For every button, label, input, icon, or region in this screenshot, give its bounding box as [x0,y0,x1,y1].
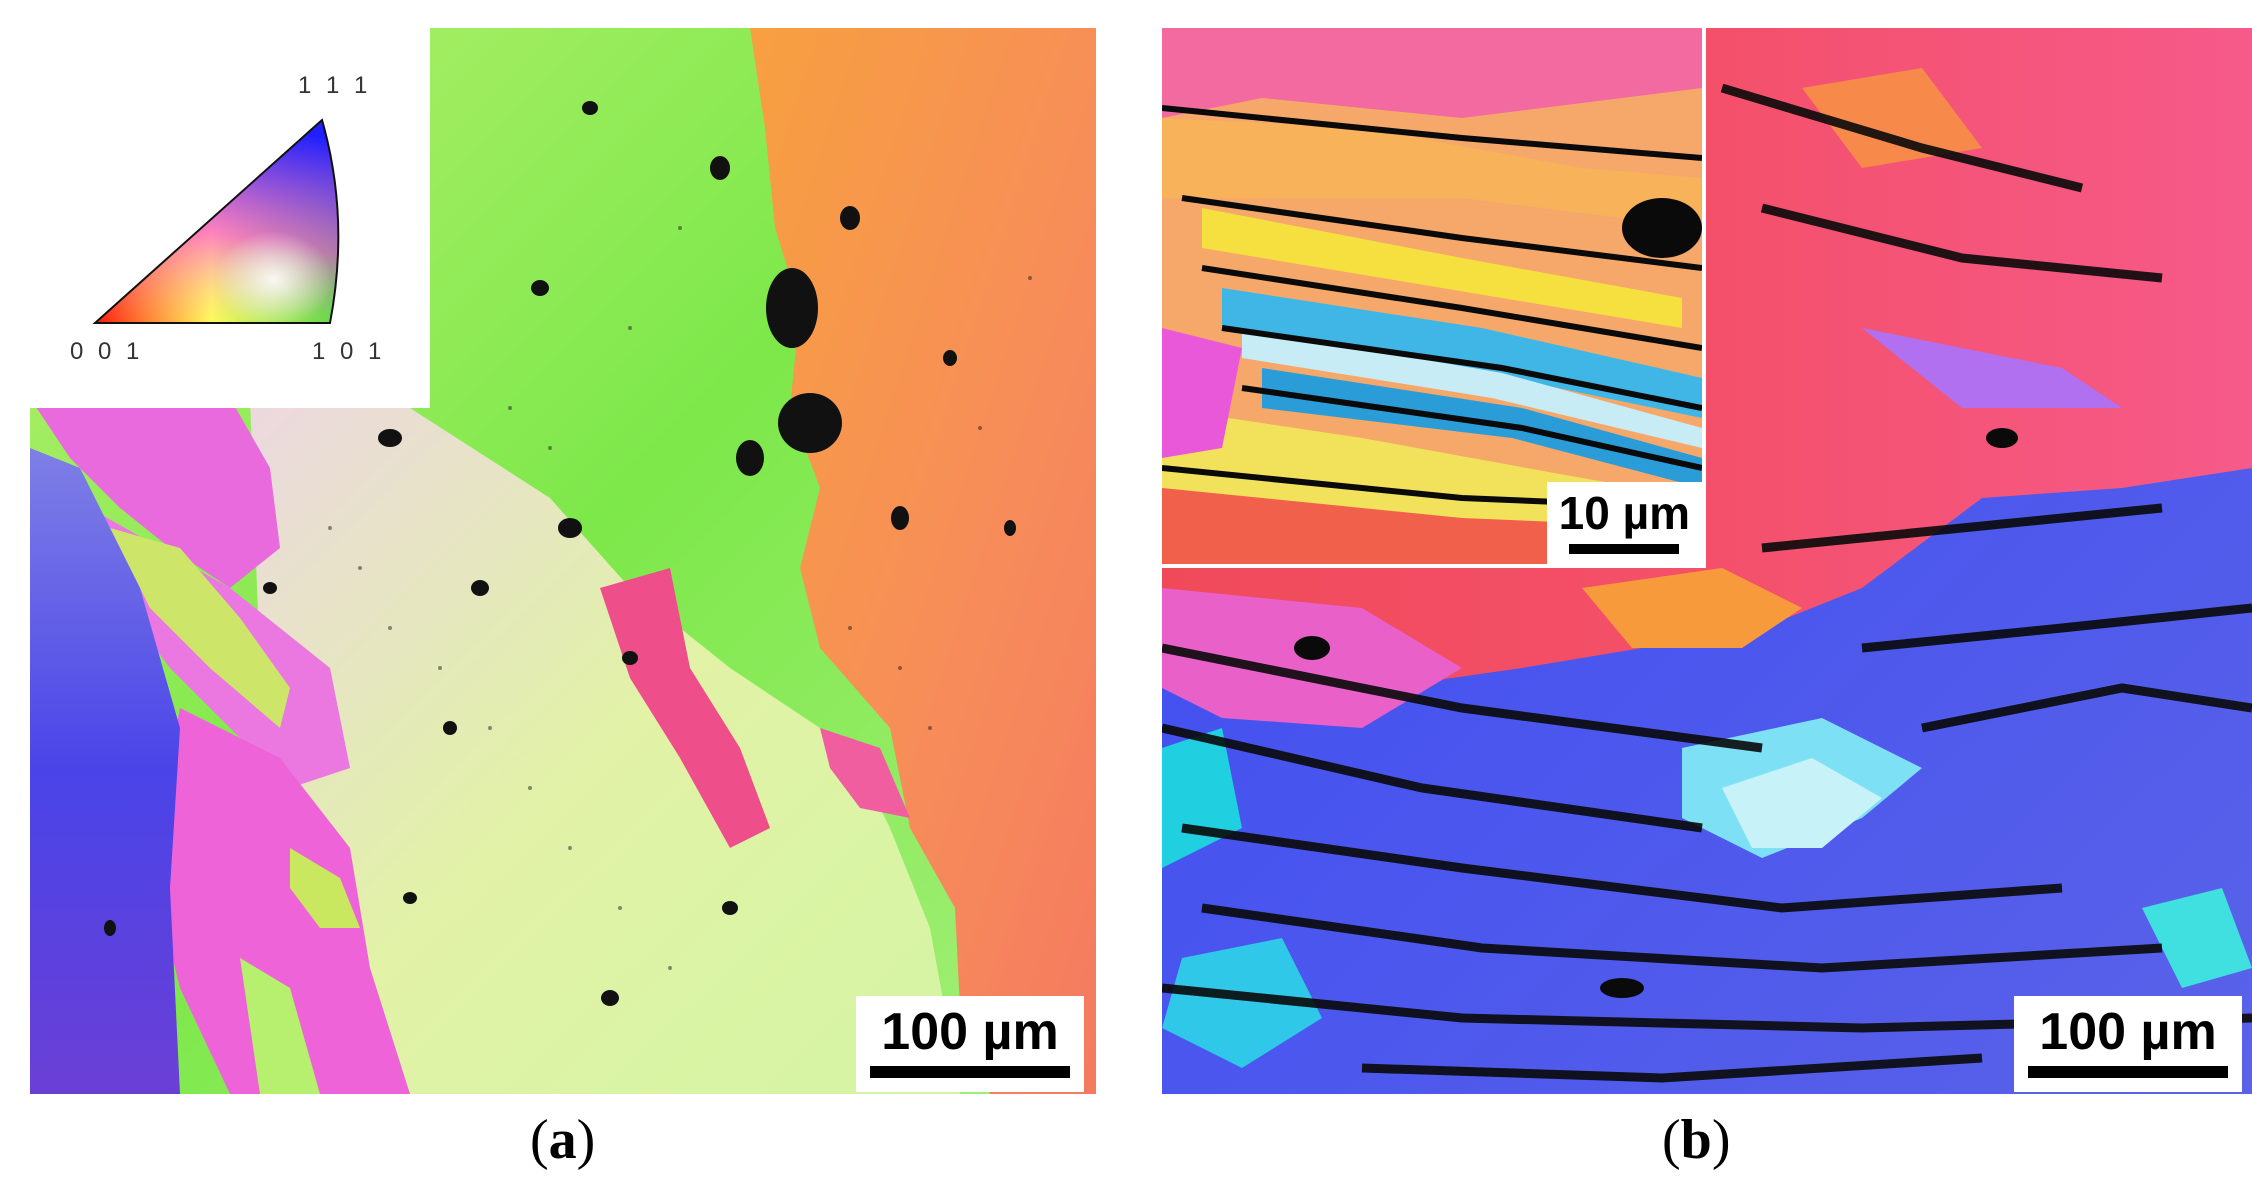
scale-bar-line-b [2028,1066,2228,1078]
ipf-label-101: 1 0 1 [312,338,386,365]
ebsd-map-b: 10 µm 100 µm [1162,28,2252,1094]
inset-map-image [1162,28,1702,564]
scale-label-b: 100 µm [2039,1003,2217,1061]
ipf-triangle [92,118,340,324]
scale-bar-line-a [870,1066,1070,1078]
scale-bar-a: 100 µm [856,996,1084,1092]
scale-bar-b: 100 µm [2014,996,2242,1092]
scale-bar-line-inset [1569,544,1680,554]
caption-a: (a) [530,1109,596,1171]
ebsd-map-a-image [30,28,1096,1094]
caption-b-letter: b [1680,1109,1712,1171]
ipf-label-111: 1 1 1 [298,72,372,99]
scale-bar-inset: 10 µm [1546,482,1702,564]
scale-label-a: 100 µm [881,1003,1059,1061]
ipf-label-001: 0 0 1 [70,338,144,365]
inset-map: 10 µm [1162,28,1706,568]
scale-label-inset: 10 µm [1558,487,1690,539]
caption-b: (b) [1662,1109,1731,1171]
ebsd-map-a: 100 µm [30,28,1096,1094]
ipf-color-key: 1 1 1 0 0 1 1 0 1 [30,28,430,408]
caption-a-letter: a [548,1109,577,1171]
